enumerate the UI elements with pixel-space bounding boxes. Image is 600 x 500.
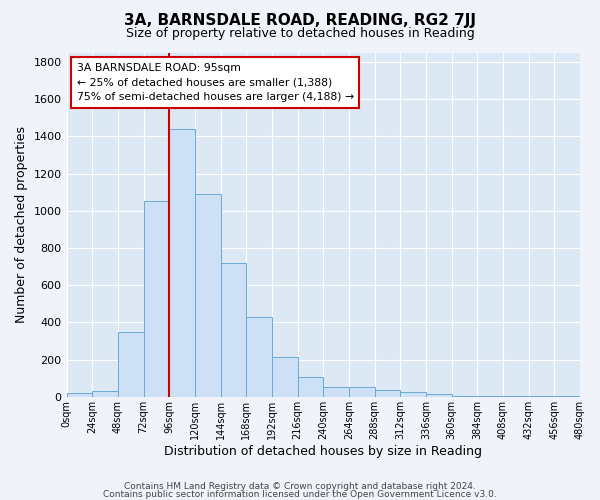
Bar [298,378,323,397]
Bar [67,393,92,397]
Bar [169,129,195,397]
Bar [92,392,118,397]
Bar [272,357,298,397]
Text: Contains HM Land Registry data © Crown copyright and database right 2024.: Contains HM Land Registry data © Crown c… [124,482,476,491]
X-axis label: Distribution of detached houses by size in Reading: Distribution of detached houses by size … [164,444,482,458]
Bar [529,396,554,397]
Bar [452,396,478,397]
Bar [503,396,529,397]
Bar [118,332,143,397]
Bar [323,386,349,397]
Bar [400,392,426,397]
Bar [143,202,169,397]
Bar [554,396,580,397]
Bar [478,396,503,397]
Bar [426,394,452,397]
Bar [374,390,400,397]
Bar [246,317,272,397]
Y-axis label: Number of detached properties: Number of detached properties [15,126,28,323]
Bar [195,194,221,397]
Text: Size of property relative to detached houses in Reading: Size of property relative to detached ho… [125,28,475,40]
Text: Contains public sector information licensed under the Open Government Licence v3: Contains public sector information licen… [103,490,497,499]
Bar [221,263,246,397]
Bar [349,386,374,397]
Text: 3A, BARNSDALE ROAD, READING, RG2 7JJ: 3A, BARNSDALE ROAD, READING, RG2 7JJ [124,12,476,28]
Text: 3A BARNSDALE ROAD: 95sqm
← 25% of detached houses are smaller (1,388)
75% of sem: 3A BARNSDALE ROAD: 95sqm ← 25% of detach… [77,63,354,102]
